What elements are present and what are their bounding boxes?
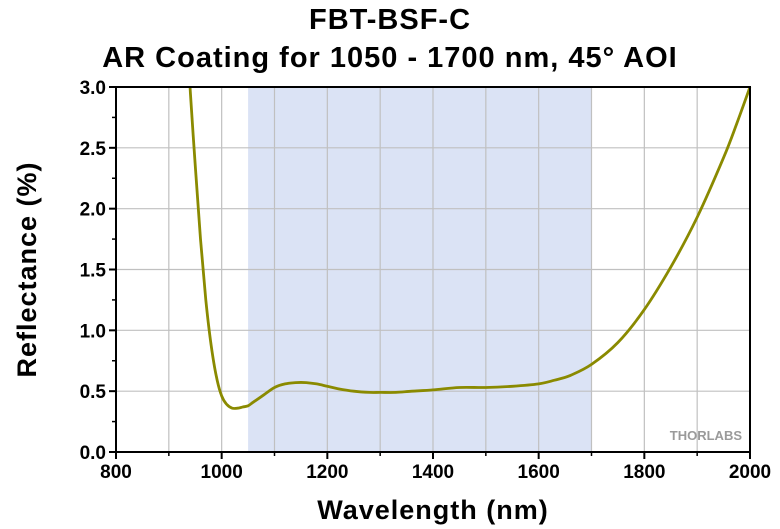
x-tick-label: 1400 xyxy=(412,462,454,483)
plot-frame xyxy=(115,86,751,453)
reflectance-curve xyxy=(190,87,750,409)
thorlabs-watermark: THORLABS xyxy=(670,428,743,443)
y-tick-label: 1.0 xyxy=(80,321,106,342)
x-tick-label: 2000 xyxy=(729,462,771,483)
tick-labels: 800 1000 1200 1400 1600 1800 2000 0.0 0.5 1.0 1.5 2… xyxy=(80,78,772,483)
grid-lines xyxy=(116,87,750,452)
chart-title: FBT-BSF-C xyxy=(308,4,472,36)
x-tick-label: 1800 xyxy=(623,462,665,483)
y-tick-label: 1.5 xyxy=(80,261,107,282)
x-tick-label: 1600 xyxy=(518,462,560,483)
x-axis-title: Wavelength (nm) xyxy=(317,495,549,525)
y-tick-label: 3.0 xyxy=(80,78,106,99)
x-tick-label: 1200 xyxy=(306,462,348,483)
y-tick-label: 2.0 xyxy=(80,200,106,221)
chart-subtitle: AR Coating for 1050 - 1700 nm, 45° AOI xyxy=(102,42,678,74)
y-tick-label: 0.0 xyxy=(80,443,106,464)
x-tick-label: 800 xyxy=(100,462,132,483)
y-tick-label: 0.5 xyxy=(80,382,107,403)
y-axis-title: Reflectance (%) xyxy=(12,161,42,377)
y-tick-label: 2.5 xyxy=(80,139,107,160)
x-tick-label: 1000 xyxy=(201,462,243,483)
